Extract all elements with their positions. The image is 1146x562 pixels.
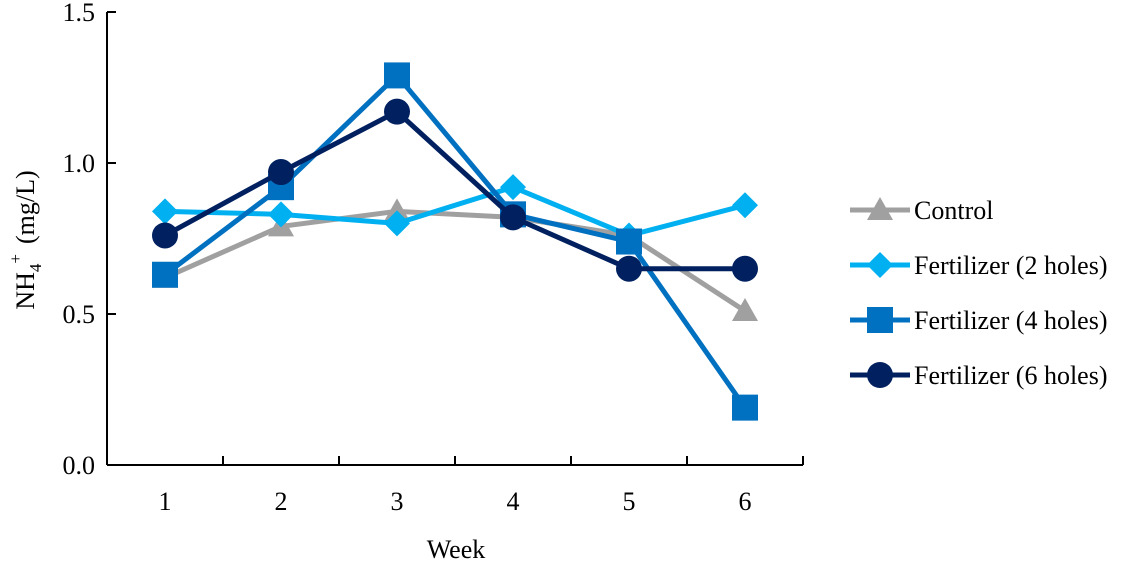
diamond-marker [268,201,294,228]
x-axis-label: Week [427,535,486,562]
legend-label: Fertilizer (6 holes) [914,361,1108,390]
diamond-marker [500,174,526,201]
triangle-marker [384,198,410,222]
x-tick-label: 2 [275,487,288,516]
legend-item: Fertilizer (4 holes) [850,306,1108,335]
diamond-marker [867,252,893,278]
y-tick-label: 0.0 [63,451,96,480]
series-group [152,62,758,421]
circle-marker [867,362,893,388]
y-tick-label: 1.0 [63,149,96,178]
x-tick-label: 3 [391,487,404,516]
circle-marker [500,204,526,231]
circle-marker [384,98,410,125]
legend-item: Fertilizer (2 holes) [850,251,1108,280]
x-tick-label: 1 [159,487,172,516]
series-line [163,208,747,314]
series-fertilizer-2-holes- [152,174,758,249]
triangle-marker [867,197,893,220]
y-tick-label: 1.5 [63,0,96,27]
legend-item: Fertilizer (6 holes) [850,361,1108,390]
legend-label: Fertilizer (4 holes) [914,306,1108,335]
y-tick-label: 0.5 [63,300,96,329]
legend: Control Fertilizer (2 holes) Fertilizer (4… [850,196,1108,390]
series-line [164,184,746,238]
circle-marker [616,255,642,282]
circle-marker [152,222,178,249]
series-fertilizer-6-holes- [152,98,758,282]
square-marker [732,394,758,421]
x-tick-label: 4 [507,487,520,516]
legend-label: Fertilizer (2 holes) [914,251,1108,280]
axes: 0.0 0.5 1.0 1.5 1 2 3 4 5 6 [63,0,804,516]
legend-item: Control [850,196,993,225]
legend-label: Control [914,196,993,225]
square-marker [384,62,410,89]
diamond-marker [152,198,178,225]
x-tick-label: 5 [623,487,636,516]
square-marker [152,261,178,288]
series-line [163,109,745,272]
diamond-marker [732,192,758,219]
x-tick-label: 6 [739,487,752,516]
square-marker [616,228,642,255]
square-marker [867,307,893,333]
circle-marker [268,159,294,186]
diamond-marker [384,210,410,237]
triangle-marker [732,297,758,321]
circle-marker [732,255,758,282]
y-axis-label: NH4+(mg/L) [6,170,45,309]
